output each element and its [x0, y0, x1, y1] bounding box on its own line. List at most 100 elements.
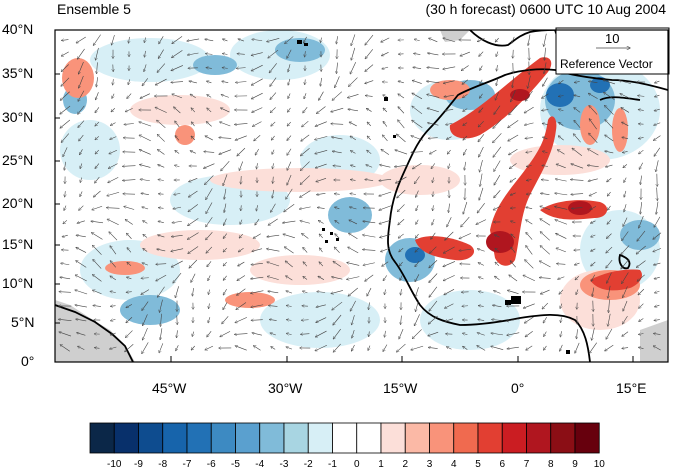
wind-vector [175, 121, 180, 128]
wind-vector [96, 92, 99, 99]
wind-vector [288, 78, 290, 85]
wind-vector [592, 327, 595, 341]
wind-vector [556, 248, 566, 253]
colorbar-swatch [501, 422, 527, 454]
wind-vector [640, 202, 641, 214]
wind-vector [110, 122, 116, 126]
wind-vector [287, 148, 292, 155]
wind-vector [333, 166, 341, 167]
panel-title-right: (30 h forecast) 0600 UTC 10 Aug 2004 [425, 1, 666, 17]
iberia-mask [440, 30, 470, 42]
wind-vector [622, 122, 629, 127]
wind-vector [619, 80, 631, 84]
wind-vector [495, 248, 500, 252]
lat-label-20n: 20°N [2, 195, 34, 211]
wind-vector [655, 81, 660, 83]
colorbar-swatch [477, 422, 503, 454]
wind-vector [268, 291, 279, 294]
colorbar-swatch [89, 422, 115, 454]
wind-vector [398, 204, 405, 211]
wind-vector [606, 164, 613, 167]
wind-vector [636, 260, 646, 268]
wind-vector [460, 51, 471, 56]
wind-vector [347, 263, 360, 266]
colorbar-tick-label: 4 [450, 459, 457, 470]
wind-vector [557, 264, 566, 265]
wind-vector [653, 232, 662, 239]
wind-vector [175, 150, 180, 154]
wind-vector [478, 134, 485, 141]
wind-vector [523, 303, 535, 308]
wind-vector [415, 233, 419, 238]
wind-vector [561, 317, 562, 323]
wind-vector [172, 94, 183, 99]
wind-vector [158, 221, 164, 222]
wind-vector [253, 346, 261, 351]
wind-vector [267, 276, 279, 280]
wind-vector [110, 246, 117, 255]
wind-vector [605, 105, 614, 115]
wind-vector [208, 275, 211, 280]
wind-vector [398, 94, 405, 99]
wind-vector [123, 166, 136, 167]
wind-vector [316, 178, 327, 181]
wind-vector [412, 106, 423, 115]
wind-vector [79, 205, 84, 211]
wind-vector [397, 343, 406, 352]
wind-vector [352, 315, 355, 325]
wind-vector [300, 221, 310, 224]
wind-vector [495, 276, 500, 280]
colorbar-swatch [429, 422, 455, 454]
wind-vector [480, 173, 483, 187]
wind-vector [527, 180, 532, 181]
wind-vector [317, 106, 326, 113]
wind-vector [156, 274, 167, 281]
wind-vector [76, 247, 87, 253]
wind-vector [654, 277, 660, 279]
wind-vector [61, 77, 70, 86]
wind-vector [224, 203, 227, 213]
wind-vector [523, 275, 535, 282]
wind-vector [429, 38, 438, 43]
wind-vector [63, 220, 68, 223]
wind-vector [315, 121, 327, 127]
wind-vector [189, 259, 198, 268]
wind-vector [416, 205, 419, 210]
wind-vector [590, 206, 597, 209]
wind-vector [365, 80, 374, 84]
shaded-field [55, 30, 668, 362]
colorbar-tick-label: -3 [279, 459, 289, 470]
wind-vector [607, 177, 612, 182]
wind-vector [108, 177, 119, 182]
wind-vector [177, 330, 178, 337]
wind-vector [80, 163, 82, 169]
wind-vector [351, 47, 356, 60]
wind-vector [365, 49, 373, 58]
wind-vector [445, 318, 454, 321]
wind-vector [398, 81, 404, 83]
wind-vector [143, 327, 148, 340]
wind-vector [349, 122, 357, 127]
wind-vector [464, 161, 465, 170]
wind-vector [187, 232, 199, 240]
wind-vector [479, 159, 483, 172]
wind-vector [639, 334, 644, 335]
wind-vector [494, 174, 501, 185]
wind-vector [77, 48, 85, 59]
wind-vector [478, 319, 485, 320]
wind-vector [575, 342, 580, 353]
wind-vector [315, 344, 328, 350]
colorbar-swatch [162, 422, 188, 454]
colorbar-tick-label: -5 [231, 459, 240, 470]
wind-vector [606, 246, 613, 253]
wind-vector [112, 93, 115, 99]
wind-vector [448, 163, 449, 169]
wind-vector [399, 261, 403, 266]
wind-vector [348, 109, 359, 112]
wind-vector [334, 194, 340, 195]
wind-vector [574, 108, 581, 113]
wind-vector [639, 318, 644, 322]
wind-vector [654, 147, 661, 156]
wind-vector [299, 206, 311, 209]
wind-vector [76, 261, 87, 268]
